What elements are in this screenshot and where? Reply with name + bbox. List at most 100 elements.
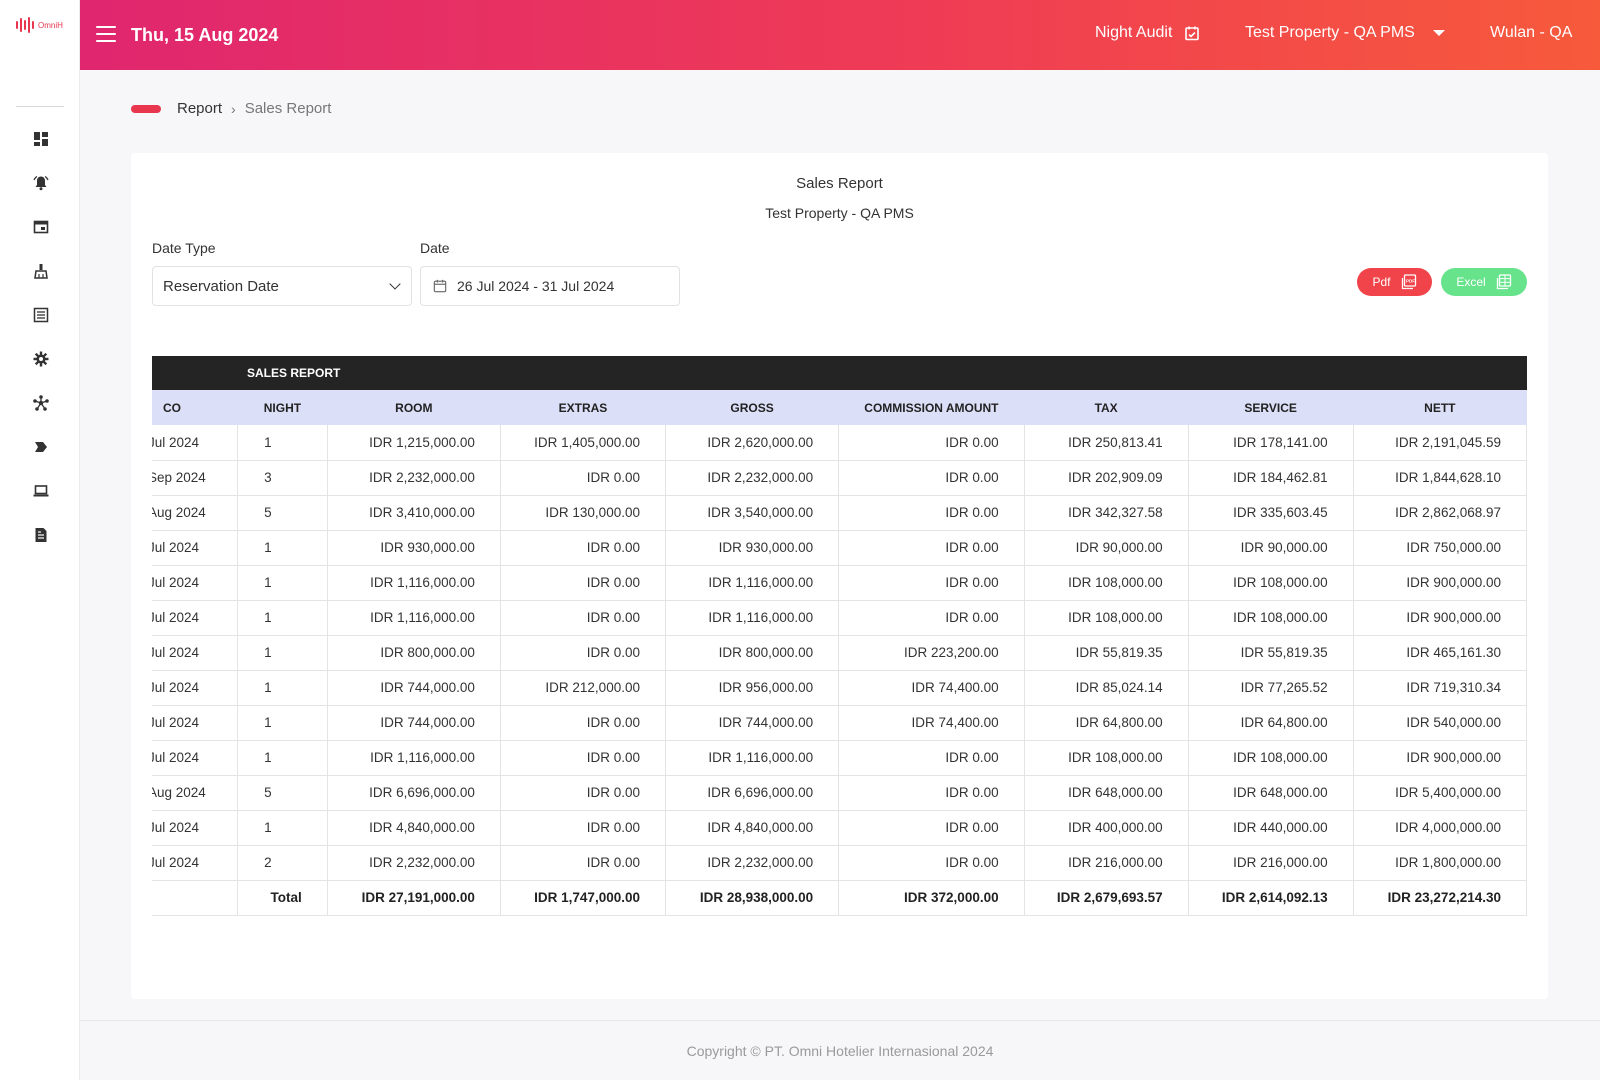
- table-cell-night: 1: [237, 425, 328, 461]
- top-header: Thu, 15 Aug 2024 Night Audit Test Proper…: [80, 0, 1600, 70]
- table-cell-extras: IDR 1,747,000.00: [500, 880, 666, 916]
- table-cell-tax: IDR 64,800.00: [1024, 705, 1189, 741]
- sidebar: OmniH: [0, 0, 80, 1080]
- table-cell-nett: IDR 900,000.00: [1353, 600, 1527, 636]
- table-cell-service: IDR 184,462.81: [1188, 460, 1354, 496]
- table-cell-nett: IDR 4,000,000.00: [1353, 810, 1527, 846]
- table-cell-room: IDR 744,000.00: [327, 670, 501, 706]
- table-cell-night: Total: [237, 880, 328, 916]
- report-card: Sales Report Test Property - QA PMS Date…: [131, 153, 1548, 999]
- sidebar-item-settings[interactable]: [30, 348, 52, 370]
- table-cell-tax: IDR 90,000.00: [1024, 530, 1189, 566]
- table-cell-service: IDR 216,000.00: [1188, 845, 1354, 881]
- table-cell-commission-amount: IDR 0.00: [838, 495, 1025, 531]
- column-header-co: CO: [152, 390, 238, 425]
- table-cell-gross: IDR 1,116,000.00: [665, 740, 840, 776]
- table-cell-commission-amount: IDR 0.00: [838, 530, 1025, 566]
- table-cell-room: IDR 930,000.00: [327, 530, 501, 566]
- table-cell-co: Sep 2024: [152, 460, 239, 496]
- table-cell-gross: IDR 930,000.00: [665, 530, 840, 566]
- table-cell-night: 2: [237, 845, 328, 881]
- date-label: Date: [420, 240, 450, 256]
- table-cell-extras: IDR 212,000.00: [500, 670, 666, 706]
- table-cell-gross: IDR 2,620,000.00: [665, 425, 840, 461]
- table-cell-night: 1: [237, 600, 328, 636]
- breadcrumb-report-link[interactable]: Report: [177, 100, 223, 117]
- export-pdf-button[interactable]: Pdf PDF: [1357, 268, 1432, 296]
- caret-down-icon: [1432, 30, 1445, 36]
- export-excel-button[interactable]: Excel: [1441, 268, 1527, 296]
- table-cell-night: 1: [237, 740, 328, 776]
- table-cell-nett: IDR 540,000.00: [1353, 705, 1527, 741]
- column-header-extras: EXTRAS: [500, 390, 666, 425]
- table-cell-tax: IDR 108,000.00: [1024, 565, 1189, 601]
- table-cell-commission-amount: IDR 0.00: [838, 600, 1025, 636]
- sidebar-item-window[interactable]: [30, 216, 52, 238]
- table-cell-gross: IDR 2,232,000.00: [665, 845, 840, 881]
- table-cell-commission-amount: IDR 372,000.00: [838, 880, 1025, 916]
- omnih-logo[interactable]: OmniH: [16, 14, 76, 36]
- date-type-select[interactable]: Reservation Date: [152, 266, 412, 306]
- table-cell-service: IDR 178,141.00: [1188, 425, 1354, 461]
- table-cell-nett: IDR 23,272,214.30: [1353, 880, 1527, 916]
- sidebar-item-notifications[interactable]: [30, 172, 52, 194]
- table-row: Jul 2024 2 IDR 2,232,000.00 IDR 0.00 IDR 2,2…: [152, 845, 1527, 881]
- sidebar-item-list[interactable]: [30, 304, 52, 326]
- tag-icon: [35, 442, 47, 452]
- network-icon: [33, 395, 49, 411]
- column-header-room: ROOM: [327, 390, 501, 425]
- table-cell-tax: IDR 202,909.09: [1024, 460, 1189, 496]
- table-body: Jul 2024 1 IDR 1,215,000.00 IDR 1,405,000.0…: [152, 425, 1527, 916]
- sidebar-item-laptop[interactable]: [30, 480, 52, 502]
- date-range-picker[interactable]: 26 Jul 2024 - 31 Jul 2024: [420, 266, 680, 306]
- sidebar-item-dashboard[interactable]: [30, 128, 52, 150]
- sidebar-item-reports[interactable]: [30, 524, 52, 546]
- table-cell-tax: IDR 216,000.00: [1024, 845, 1189, 881]
- sidebar-item-network[interactable]: [30, 392, 52, 414]
- table-cell-nett: IDR 719,310.34: [1353, 670, 1527, 706]
- table-cell-co: Aug 2024: [152, 495, 239, 531]
- table-cell-commission-amount: IDR 0.00: [838, 425, 1025, 461]
- table-row: Jul 2024 1 IDR 1,116,000.00 IDR 0.00 IDR 1,1…: [152, 740, 1527, 776]
- table-row: Aug 2024 5 IDR 6,696,000.00 IDR 0.00 IDR 6,6…: [152, 775, 1527, 811]
- table-cell-gross: IDR 2,232,000.00: [665, 460, 840, 496]
- table-cell-tax: IDR 2,679,693.57: [1024, 880, 1189, 916]
- report-title: Sales Report: [796, 175, 883, 192]
- hamburger-menu-icon[interactable]: [96, 26, 116, 42]
- table-cell-service: IDR 55,819.35: [1188, 635, 1354, 671]
- sales-report-table-container[interactable]: SALES REPORT CO NIGHT ROOM EXTRAS GROSS COMMI…: [152, 356, 1527, 916]
- table-cell-service: IDR 77,265.52: [1188, 670, 1354, 706]
- table-row: Jul 2024 1 IDR 4,840,000.00 IDR 0.00 IDR 4,8…: [152, 810, 1527, 846]
- chevron-right-icon: ›: [231, 100, 236, 117]
- table-cell-commission-amount: IDR 0.00: [838, 460, 1025, 496]
- table-cell-tax: IDR 55,819.35: [1024, 635, 1189, 671]
- table-cell-nett: IDR 750,000.00: [1353, 530, 1527, 566]
- user-menu[interactable]: Wulan - QA: [1490, 24, 1573, 41]
- table-cell-night: 1: [237, 635, 328, 671]
- breadcrumb: Report › Sales Report: [131, 100, 331, 117]
- table-cell-gross: IDR 744,000.00: [665, 705, 840, 741]
- column-header-nett: NETT: [1353, 390, 1527, 425]
- date-range-value: 26 Jul 2024 - 31 Jul 2024: [457, 278, 615, 294]
- sidebar-item-housekeeping[interactable]: [30, 260, 52, 282]
- property-select[interactable]: Test Property - QA PMS: [1245, 24, 1445, 42]
- sidebar-item-tags[interactable]: [30, 436, 52, 458]
- table-row: Jul 2024 1 IDR 1,116,000.00 IDR 0.00 IDR 1,1…: [152, 600, 1527, 636]
- table-cell-extras: IDR 0.00: [500, 600, 666, 636]
- date-type-value: Reservation Date: [163, 277, 279, 295]
- settings-icon: [33, 351, 49, 367]
- table-cell-room: IDR 2,232,000.00: [327, 460, 501, 496]
- table-cell-room: IDR 2,232,000.00: [327, 845, 501, 881]
- date-type-label: Date Type: [152, 240, 216, 256]
- table-cell-gross: IDR 956,000.00: [665, 670, 840, 706]
- table-cell-nett: IDR 900,000.00: [1353, 740, 1527, 776]
- night-audit-button[interactable]: Night Audit: [1095, 24, 1200, 42]
- table-cell-nett: IDR 900,000.00: [1353, 565, 1527, 601]
- table-cell-extras: IDR 1,405,000.00: [500, 425, 666, 461]
- table-band-title: SALES REPORT: [152, 356, 1527, 390]
- table-cell-nett: IDR 2,862,068.97: [1353, 495, 1527, 531]
- table-total-row: Total IDR 27,191,000.00 IDR 1,747,000.00 ID…: [152, 880, 1527, 916]
- table-cell-co: Aug 2024: [152, 775, 239, 811]
- table-cell-co: Jul 2024: [152, 705, 239, 741]
- table-cell-night: 5: [237, 775, 328, 811]
